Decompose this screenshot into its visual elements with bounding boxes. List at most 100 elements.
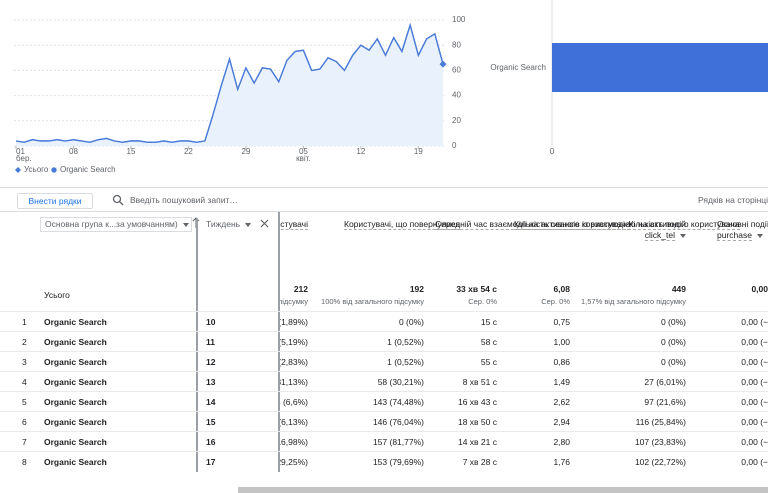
cell: 1,76 (553, 457, 570, 467)
x-tick-label: 08 (69, 147, 78, 156)
y-tick-label: 100 (452, 15, 466, 24)
row-week: 14 (206, 397, 216, 407)
cell: 55 с (480, 357, 497, 367)
x-tick-label: 22 (184, 147, 193, 156)
bar (552, 43, 768, 92)
y-tick-label: 60 (452, 66, 461, 75)
row-source: Organic Search (44, 397, 107, 407)
cell: 2,94 (553, 417, 570, 427)
cell: 0,00 (− (741, 357, 768, 367)
total-note: 100% від загального підсумку (321, 297, 424, 306)
row-index: 2 (22, 337, 27, 347)
column-title[interactable]: Кількість сеансів із взаємодією на актив… (514, 219, 740, 230)
column-title[interactable]: Основні події (717, 219, 768, 229)
y-tick-label: 20 (452, 116, 461, 125)
total-note: Сер. 0% (541, 297, 570, 306)
column-subtitle[interactable]: click_tel (644, 230, 675, 241)
dimension-2[interactable]: Тиждень (206, 219, 252, 229)
dimension-select[interactable]: Основна група к...за умовчанням) (40, 217, 192, 232)
search-input[interactable]: Введіть пошуковий запит… (130, 195, 238, 205)
total-value: 33 хв 54 с (456, 284, 497, 294)
row-line (0, 411, 768, 412)
row-index: 7 (22, 437, 27, 447)
cell: 0,00 (− (741, 437, 768, 447)
row-line (0, 431, 768, 432)
column-title[interactable]: ристувачі (280, 219, 308, 230)
total-value: 0,00 (751, 284, 768, 294)
total-label: Усього (44, 290, 70, 300)
legend-marker (51, 167, 57, 173)
row-line (0, 371, 768, 372)
row-week: 17 (206, 457, 216, 467)
cell: 0,00 (− (741, 337, 768, 347)
cell: 143 (74,48%) (372, 397, 424, 407)
cell: 1 (0,52%) (387, 357, 424, 367)
column-title[interactable]: Середній час взаємодії на активного кори… (435, 219, 631, 230)
row-week: 16 (206, 437, 216, 447)
scrollbar[interactable] (238, 487, 768, 493)
column-header: Кількість подій click_tel (596, 219, 686, 241)
bar-chart: 0 Organic Search (490, 0, 768, 156)
cell: 107 (23,83%) (634, 437, 686, 447)
total-value: 192 (409, 284, 424, 294)
row-line (0, 331, 768, 332)
dimension-2-label: Тиждень (206, 219, 241, 229)
rows-per-page[interactable]: Рядків на сторінці: (698, 195, 768, 205)
cell: 97 (21,6%) (644, 397, 686, 407)
area (16, 25, 443, 146)
row-index: 3 (22, 357, 27, 367)
column-title[interactable]: Кількість подій (628, 219, 686, 229)
cell: (6,13%) (280, 417, 308, 427)
cell: (5,19%) (280, 337, 308, 347)
cell: 18 хв 50 с (457, 417, 497, 427)
cell: 58 с (480, 337, 497, 347)
dimension-label: Основна група к...за умовчанням) (45, 219, 178, 229)
row-source: Organic Search (44, 417, 107, 427)
row-source: Organic Search (44, 377, 107, 387)
cell: 14 хв 21 с (457, 437, 497, 447)
table-body: 1 Organic Search 10 2 Organic Search 11 3 Organ… (0, 311, 768, 471)
cell: 0,00 (− (741, 397, 768, 407)
x-tick-label: 15 (127, 147, 136, 156)
cell: 0 (0%) (398, 317, 424, 327)
cell: 0 (0%) (660, 337, 686, 347)
close-icon[interactable] (260, 219, 269, 228)
column-divider (196, 218, 198, 472)
column-subtitle[interactable]: purchase (717, 230, 752, 241)
row-source: Organic Search (44, 357, 107, 367)
column-title[interactable]: Користувачі, що повернулися (344, 219, 461, 230)
cell: 116 (25,84%) (635, 417, 686, 427)
cell: (1,89%) (280, 317, 308, 327)
cell: 0,86 (553, 357, 570, 367)
dropdown-icon (245, 222, 252, 227)
column-header: Кількість сеансів із взаємодією на актив… (514, 219, 740, 230)
cell: (16,98%) (280, 437, 308, 447)
cell: 0 (0%) (660, 317, 686, 327)
row-week: 11 (206, 337, 215, 347)
dropdown-icon (756, 233, 763, 238)
column-header: Користувачі, що повернулися (344, 219, 461, 230)
row-index: 6 (22, 417, 27, 427)
add-rows-button[interactable]: Внести рядки (17, 193, 93, 209)
cell: 157 (81,77%) (372, 437, 424, 447)
legend-label: Organic Search (60, 165, 116, 174)
total-value: 212 (293, 284, 308, 294)
cell: 1,00 (553, 337, 570, 347)
total-note: Сер. 0% (468, 297, 497, 306)
row-index: 1 (22, 317, 27, 327)
row-week: 12 (206, 357, 216, 367)
cell: 1,49 (553, 377, 570, 387)
dropdown-icon (680, 233, 686, 238)
y-tick-label: 80 (452, 40, 461, 49)
cell: (29,25%) (280, 457, 308, 467)
line (15, 22, 444, 143)
column-header: Середній час взаємодії на активного кори… (435, 219, 631, 230)
cell: 102 (22,72%) (634, 457, 686, 467)
divider (0, 211, 768, 212)
legend-label: Усього (24, 165, 49, 174)
legend-marker (15, 167, 21, 173)
cell: 0,00 (− (741, 457, 768, 467)
cell: 2,80 (553, 437, 570, 447)
